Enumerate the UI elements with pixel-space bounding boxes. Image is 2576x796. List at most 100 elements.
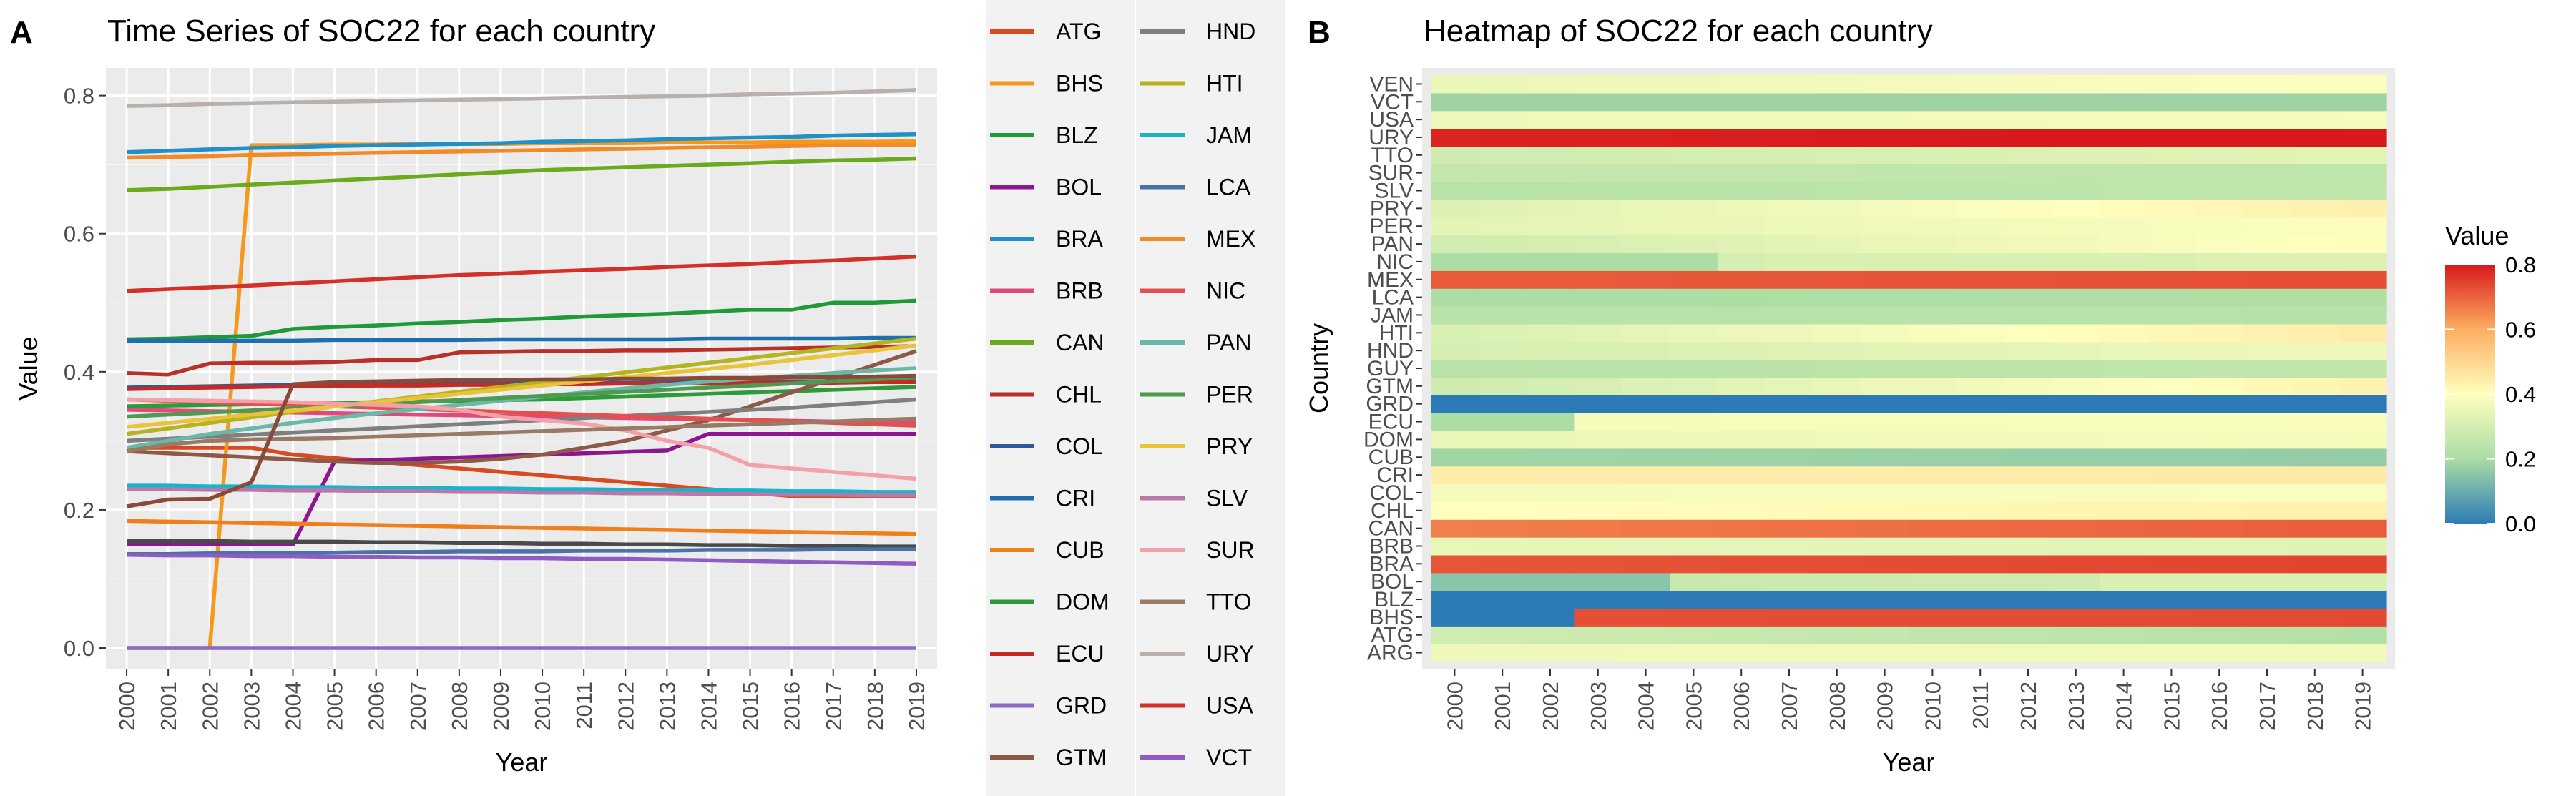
series-line-mex <box>127 142 916 160</box>
heatmap-cell-mex <box>2243 270 2291 289</box>
panel-b-y-tick-label: CUB <box>1368 446 1414 469</box>
heatmap-cell-jam <box>2243 306 2291 325</box>
heatmap-cell-cub <box>1861 448 1909 467</box>
heatmap-cell-ven <box>2052 75 2100 94</box>
legend-item-pan: PAN <box>1140 330 1251 355</box>
heatmap-cell-nic <box>2148 252 2196 271</box>
legend-column-2-background <box>1136 0 1285 796</box>
heatmap-cell-tto <box>1478 146 1527 164</box>
heatmap-cell-hti <box>1861 323 1909 343</box>
heatmap-cell-grd <box>2339 395 2387 413</box>
heatmap-cell-per <box>2243 217 2291 236</box>
heatmap-cell-blz <box>1574 590 1622 609</box>
heatmap-cell-ven <box>1813 75 1861 94</box>
heatmap-cell-cub <box>1478 448 1527 467</box>
heatmap-cell-ury <box>1574 128 1622 147</box>
legend-item-hti: HTI <box>1140 71 1243 97</box>
legend-label-jam: JAM <box>1206 122 1252 148</box>
heatmap-cell-brb <box>1717 537 1766 556</box>
heatmap-cell-hti <box>1717 323 1766 343</box>
legend-item-hnd: HND <box>1140 19 1255 44</box>
colorbar: Value 0.0 0.2 0.4 0.6 0.8 <box>2445 221 2536 536</box>
heatmap-cell-ven <box>2291 75 2339 94</box>
panel-b-y-tick-label: TTO <box>1371 144 1414 167</box>
heatmap-cell-nic <box>2004 252 2052 271</box>
heatmap-cell-jam <box>2291 306 2339 325</box>
heatmap-cell-gtm <box>1478 377 1527 395</box>
legend-label-gtm: GTM <box>1056 745 1107 770</box>
heatmap-cell-mex <box>2339 270 2387 289</box>
heatmap-cell-dom <box>1574 430 1622 449</box>
panel-a-series-lines <box>126 88 917 650</box>
heatmap-cell-gtm <box>2243 377 2291 395</box>
legend-label-bhs: BHS <box>1056 71 1103 97</box>
heatmap-cell-vct <box>1717 92 1766 112</box>
heatmap-cell-slv <box>1670 182 1718 200</box>
panel-a-x-tick-label: 2008 <box>447 682 472 731</box>
heatmap-cell-arg <box>1765 644 1813 662</box>
heatmap-cell-usa <box>1717 110 1766 129</box>
heatmap-cell-atg <box>1813 626 1861 644</box>
heatmap-cell-mex <box>1956 270 2005 289</box>
panel-b-y-ticks: ARGATGBHSBLZBOLBRABRBCANCHLCOLCRICUBDOME… <box>1363 72 1422 665</box>
heatmap-cell-bhs <box>2243 608 2291 627</box>
heatmap-cell-can <box>1956 519 2005 538</box>
heatmap-cell-bhs <box>1526 608 1575 627</box>
panel-b-y-tick-label: ARG <box>1367 642 1414 665</box>
heatmap-cell-brb <box>1622 537 1670 556</box>
heatmap-cell-pry <box>1670 199 1718 218</box>
series-line-jam <box>127 483 916 494</box>
heatmap-cell-hti <box>1574 323 1622 343</box>
heatmap-cell-col <box>2195 483 2244 502</box>
heatmap-cell-ven <box>1670 75 1718 94</box>
heatmap-cell-bra <box>2291 554 2339 574</box>
heatmap-cell-usa <box>1813 110 1861 129</box>
heatmap-cell-pry <box>1717 199 1766 218</box>
heatmap-cell-ecu <box>1431 413 1479 431</box>
heatmap-cell-blz <box>1622 590 1670 609</box>
heatmap-cell-blz <box>2052 590 2100 609</box>
heatmap-cell-vct <box>1956 92 2005 112</box>
heatmap-cell-dom <box>1431 430 1479 449</box>
heatmap-cell-chl <box>2004 501 2052 520</box>
heatmap-cell-lca <box>2148 288 2196 307</box>
heatmap-cell-usa <box>2339 110 2387 129</box>
heatmap-cell-ury <box>2100 128 2148 147</box>
heatmap-cell-bra <box>1956 554 2005 574</box>
heatmap-cell-pan <box>2052 235 2100 254</box>
heatmap-cell-cub <box>1431 448 1479 467</box>
colorbar-tick-label: 0.8 <box>2505 252 2536 277</box>
heatmap-cell-dom <box>1813 430 1861 449</box>
heatmap-cell-grd <box>1670 395 1718 413</box>
heatmap-cell-slv <box>1765 182 1813 200</box>
heatmap-cell-lca <box>1622 288 1670 307</box>
heatmap-cell-bra <box>2195 554 2244 574</box>
heatmap-cell-hnd <box>2339 341 2387 360</box>
heatmap-cell-per <box>1765 217 1813 236</box>
heatmap-cell-can <box>1717 519 1766 538</box>
heatmap-cell-bra <box>1622 554 1670 574</box>
heatmap-cell-col <box>1526 483 1575 502</box>
heatmap-cell-pry <box>2004 199 2052 218</box>
panel-b-y-tick-label: PER <box>1369 215 1414 238</box>
heatmap-cell-grd <box>1622 395 1670 413</box>
heatmap-cell-per <box>1956 217 2005 236</box>
heatmap-cell-atg <box>1717 626 1766 644</box>
heatmap-cell-slv <box>1431 182 1479 200</box>
heatmap-cell-chl <box>2100 501 2148 520</box>
heatmap-cell-bhs <box>2100 608 2148 627</box>
heatmap-cell-cri <box>1478 466 1527 485</box>
panel-b-y-tick-label: CHL <box>1371 499 1414 523</box>
heatmap-cell-ury <box>2339 128 2387 147</box>
heatmap-cell-arg <box>2052 644 2100 662</box>
heatmap-cell-bra <box>1813 554 1861 574</box>
heatmap-cell-vct <box>2148 92 2196 112</box>
heatmap-cell-can <box>2004 519 2052 538</box>
heatmap-cell-grd <box>1765 395 1813 413</box>
heatmap-cell-col <box>1670 483 1718 502</box>
heatmap-cell-dom <box>2148 430 2196 449</box>
heatmap-cell-bra <box>1861 554 1909 574</box>
heatmap-cell-hnd <box>1717 341 1766 360</box>
heatmap-cell-bra <box>1478 554 1527 574</box>
series-line-gtm <box>126 349 917 466</box>
